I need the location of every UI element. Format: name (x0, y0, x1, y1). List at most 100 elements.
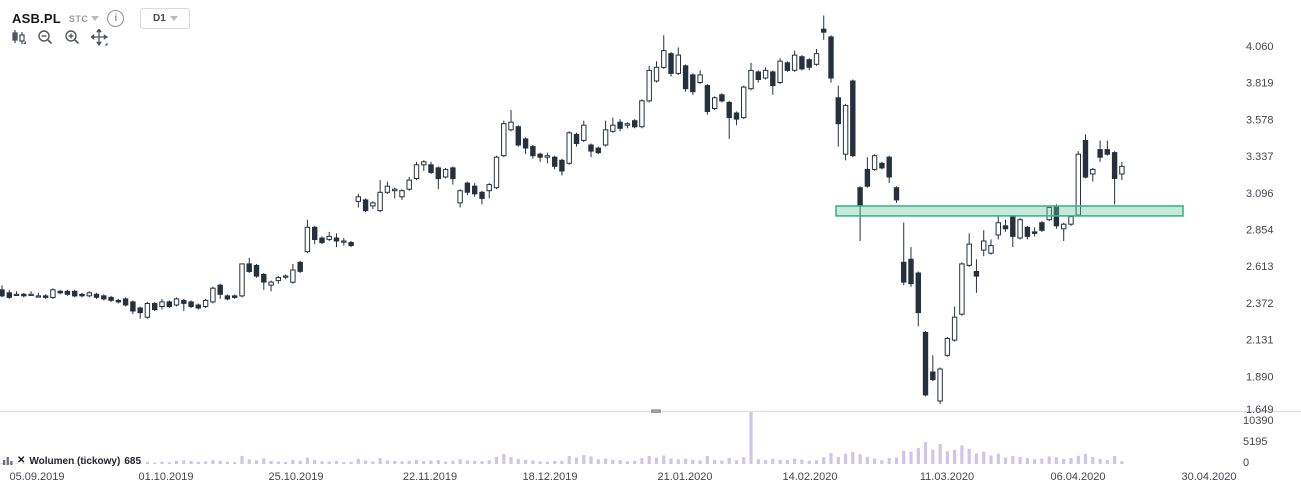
candle-up (988, 245, 994, 254)
volume-bar (989, 455, 993, 464)
candle-down (930, 371, 936, 381)
candle-down (893, 187, 900, 201)
volume-bar (276, 461, 280, 464)
candle-up (697, 74, 703, 84)
volume-bar (727, 457, 731, 464)
volume-bar (29, 463, 33, 464)
candle-down (864, 168, 871, 187)
candle-down (1031, 231, 1038, 234)
price-axis[interactable]: 4.060 3.819 3.578 3.337 3.096 2.854 2.613 2.372… (1246, 41, 1274, 416)
candle-up (995, 222, 1001, 236)
volume-close-icon[interactable]: ✕ (17, 455, 26, 466)
volume-settings-icon[interactable] (3, 452, 13, 470)
market-code-dropdown[interactable]: STC (69, 14, 100, 24)
volume-bar (894, 457, 899, 464)
axis-tick-label: 5195 (1243, 436, 1267, 448)
volume-bar (371, 461, 375, 464)
volume-bar (553, 461, 557, 464)
candle-down (362, 199, 369, 212)
candle-up (326, 235, 332, 240)
candle-down (472, 185, 478, 195)
symbol-title: ASB.PL (12, 11, 61, 26)
volume-bar (1040, 458, 1044, 464)
volume-bar (131, 462, 135, 464)
volume-bar (160, 461, 164, 464)
volume-bar (305, 457, 309, 464)
candle-down (1002, 225, 1009, 230)
volume-bar (400, 461, 404, 464)
volume-bar (814, 460, 819, 464)
info-icon[interactable]: i (107, 10, 125, 27)
axis-tick-label: 01.10.2019 (138, 471, 193, 483)
volume-bar (284, 462, 288, 464)
volume-bar (1003, 457, 1008, 464)
candle-up (392, 188, 398, 192)
volume-bar (589, 456, 593, 464)
volume-bar (1091, 457, 1095, 464)
chart-type-candlesticks-icon[interactable] (10, 29, 27, 46)
zoom-in-icon[interactable] (64, 29, 81, 46)
volume-bar (778, 459, 782, 464)
candle-down (1111, 152, 1118, 180)
candle-down (6, 292, 12, 298)
candle-down (93, 293, 100, 298)
volume-bar (36, 463, 40, 464)
volume-bar (7, 463, 11, 464)
volume-bar (334, 460, 339, 464)
volume-bar (771, 458, 775, 464)
volume-bar (851, 452, 855, 464)
volume-axis[interactable]: 10390 5195 0 (1243, 415, 1274, 469)
candle-up (871, 155, 878, 170)
axis-tick-label: 2.372 (1246, 298, 1274, 310)
candle-down (152, 303, 158, 311)
volume-bar (487, 460, 491, 464)
candle-down (922, 331, 929, 396)
candle-up (581, 124, 587, 141)
support-resistance-zone[interactable] (835, 205, 1184, 217)
pan-crosshair-icon[interactable] (89, 27, 109, 47)
candle-up (341, 240, 347, 243)
zoom-out-icon[interactable] (37, 29, 54, 46)
volume-bar (844, 453, 848, 464)
pane-resize-handle[interactable] (651, 409, 661, 413)
candle-up (566, 132, 572, 164)
volume-bar (94, 463, 99, 464)
candle-down (57, 290, 63, 294)
volume-bar (611, 459, 615, 464)
candle-up (239, 263, 245, 297)
candle-up (1061, 223, 1067, 230)
pane-separator[interactable] (0, 409, 1301, 413)
axis-tick-label: 05.09.2019 (9, 471, 64, 483)
axis-tick-label: 11.03.2020 (920, 471, 974, 483)
volume-bar (749, 412, 753, 464)
candle-down (1104, 149, 1110, 155)
volume-bar (182, 460, 186, 464)
chart-toolbar (10, 27, 109, 47)
candle-up (1090, 168, 1096, 175)
volume-bar (364, 460, 368, 464)
axis-tick-label: 2.854 (1246, 225, 1274, 237)
candle-down (261, 274, 267, 283)
axis-tick-label: 25.10.2019 (268, 471, 323, 483)
time-axis[interactable]: 05.09.2019 01.10.2019 25.10.2019 22.11.2019… (9, 471, 1236, 483)
candle-up (777, 60, 783, 83)
candle-up (275, 277, 282, 282)
volume-bar (873, 458, 877, 464)
candle-down (333, 237, 340, 242)
timeframe-button[interactable]: D1 (140, 8, 191, 29)
axis-tick-label: 21.01.2020 (657, 471, 712, 483)
candle-down (632, 120, 638, 128)
candle-down (559, 159, 565, 172)
candle-down (232, 295, 238, 298)
candle-up (646, 69, 652, 102)
candle-down (908, 258, 914, 285)
axis-tick-label: 1.890 (1246, 371, 1274, 383)
candle-up (712, 97, 718, 110)
volume-bar (662, 455, 666, 464)
volume-bar (153, 462, 157, 464)
volume-bar (80, 463, 84, 464)
candle-up (661, 50, 667, 68)
candle-up (399, 190, 405, 198)
candle-down (137, 307, 143, 314)
